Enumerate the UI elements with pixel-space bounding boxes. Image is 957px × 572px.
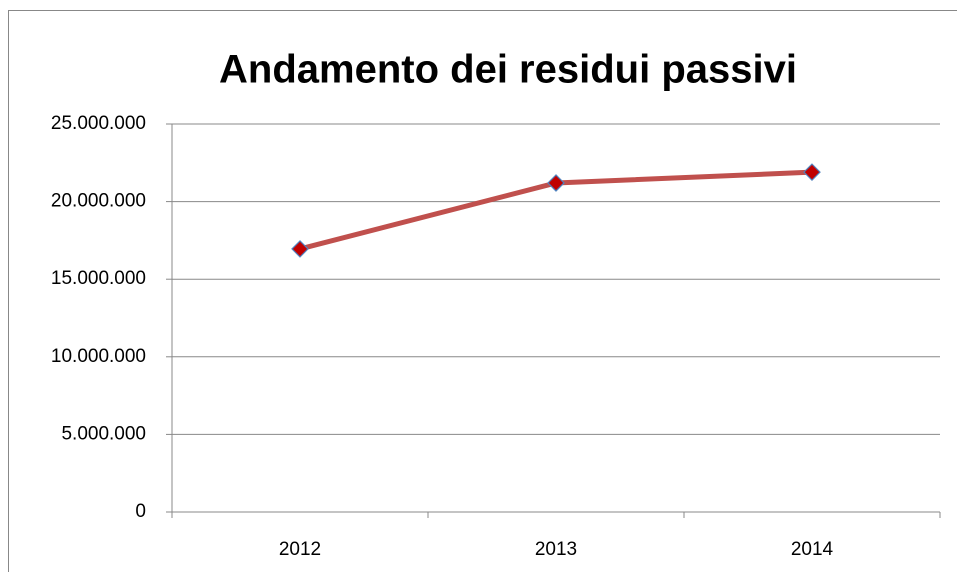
x-tick-label: 2014 [791,539,834,560]
chart-title: Andamento dei residui passivi [219,48,797,92]
y-tick-label: 0 [135,501,146,522]
y-tick-label: 15.000.000 [51,268,146,289]
data-point [803,163,821,181]
chart-frame [8,10,957,572]
x-tick-label: 2012 [279,539,321,560]
data-point [291,240,309,258]
y-tick-label: 5.000.000 [61,423,146,444]
y-tick-label: 20.000.000 [51,191,146,212]
x-tick-label: 2013 [535,539,577,560]
data-point [547,174,565,192]
y-tick-label: 25.000.000 [51,113,146,134]
y-tick-label: 10.000.000 [51,346,146,367]
